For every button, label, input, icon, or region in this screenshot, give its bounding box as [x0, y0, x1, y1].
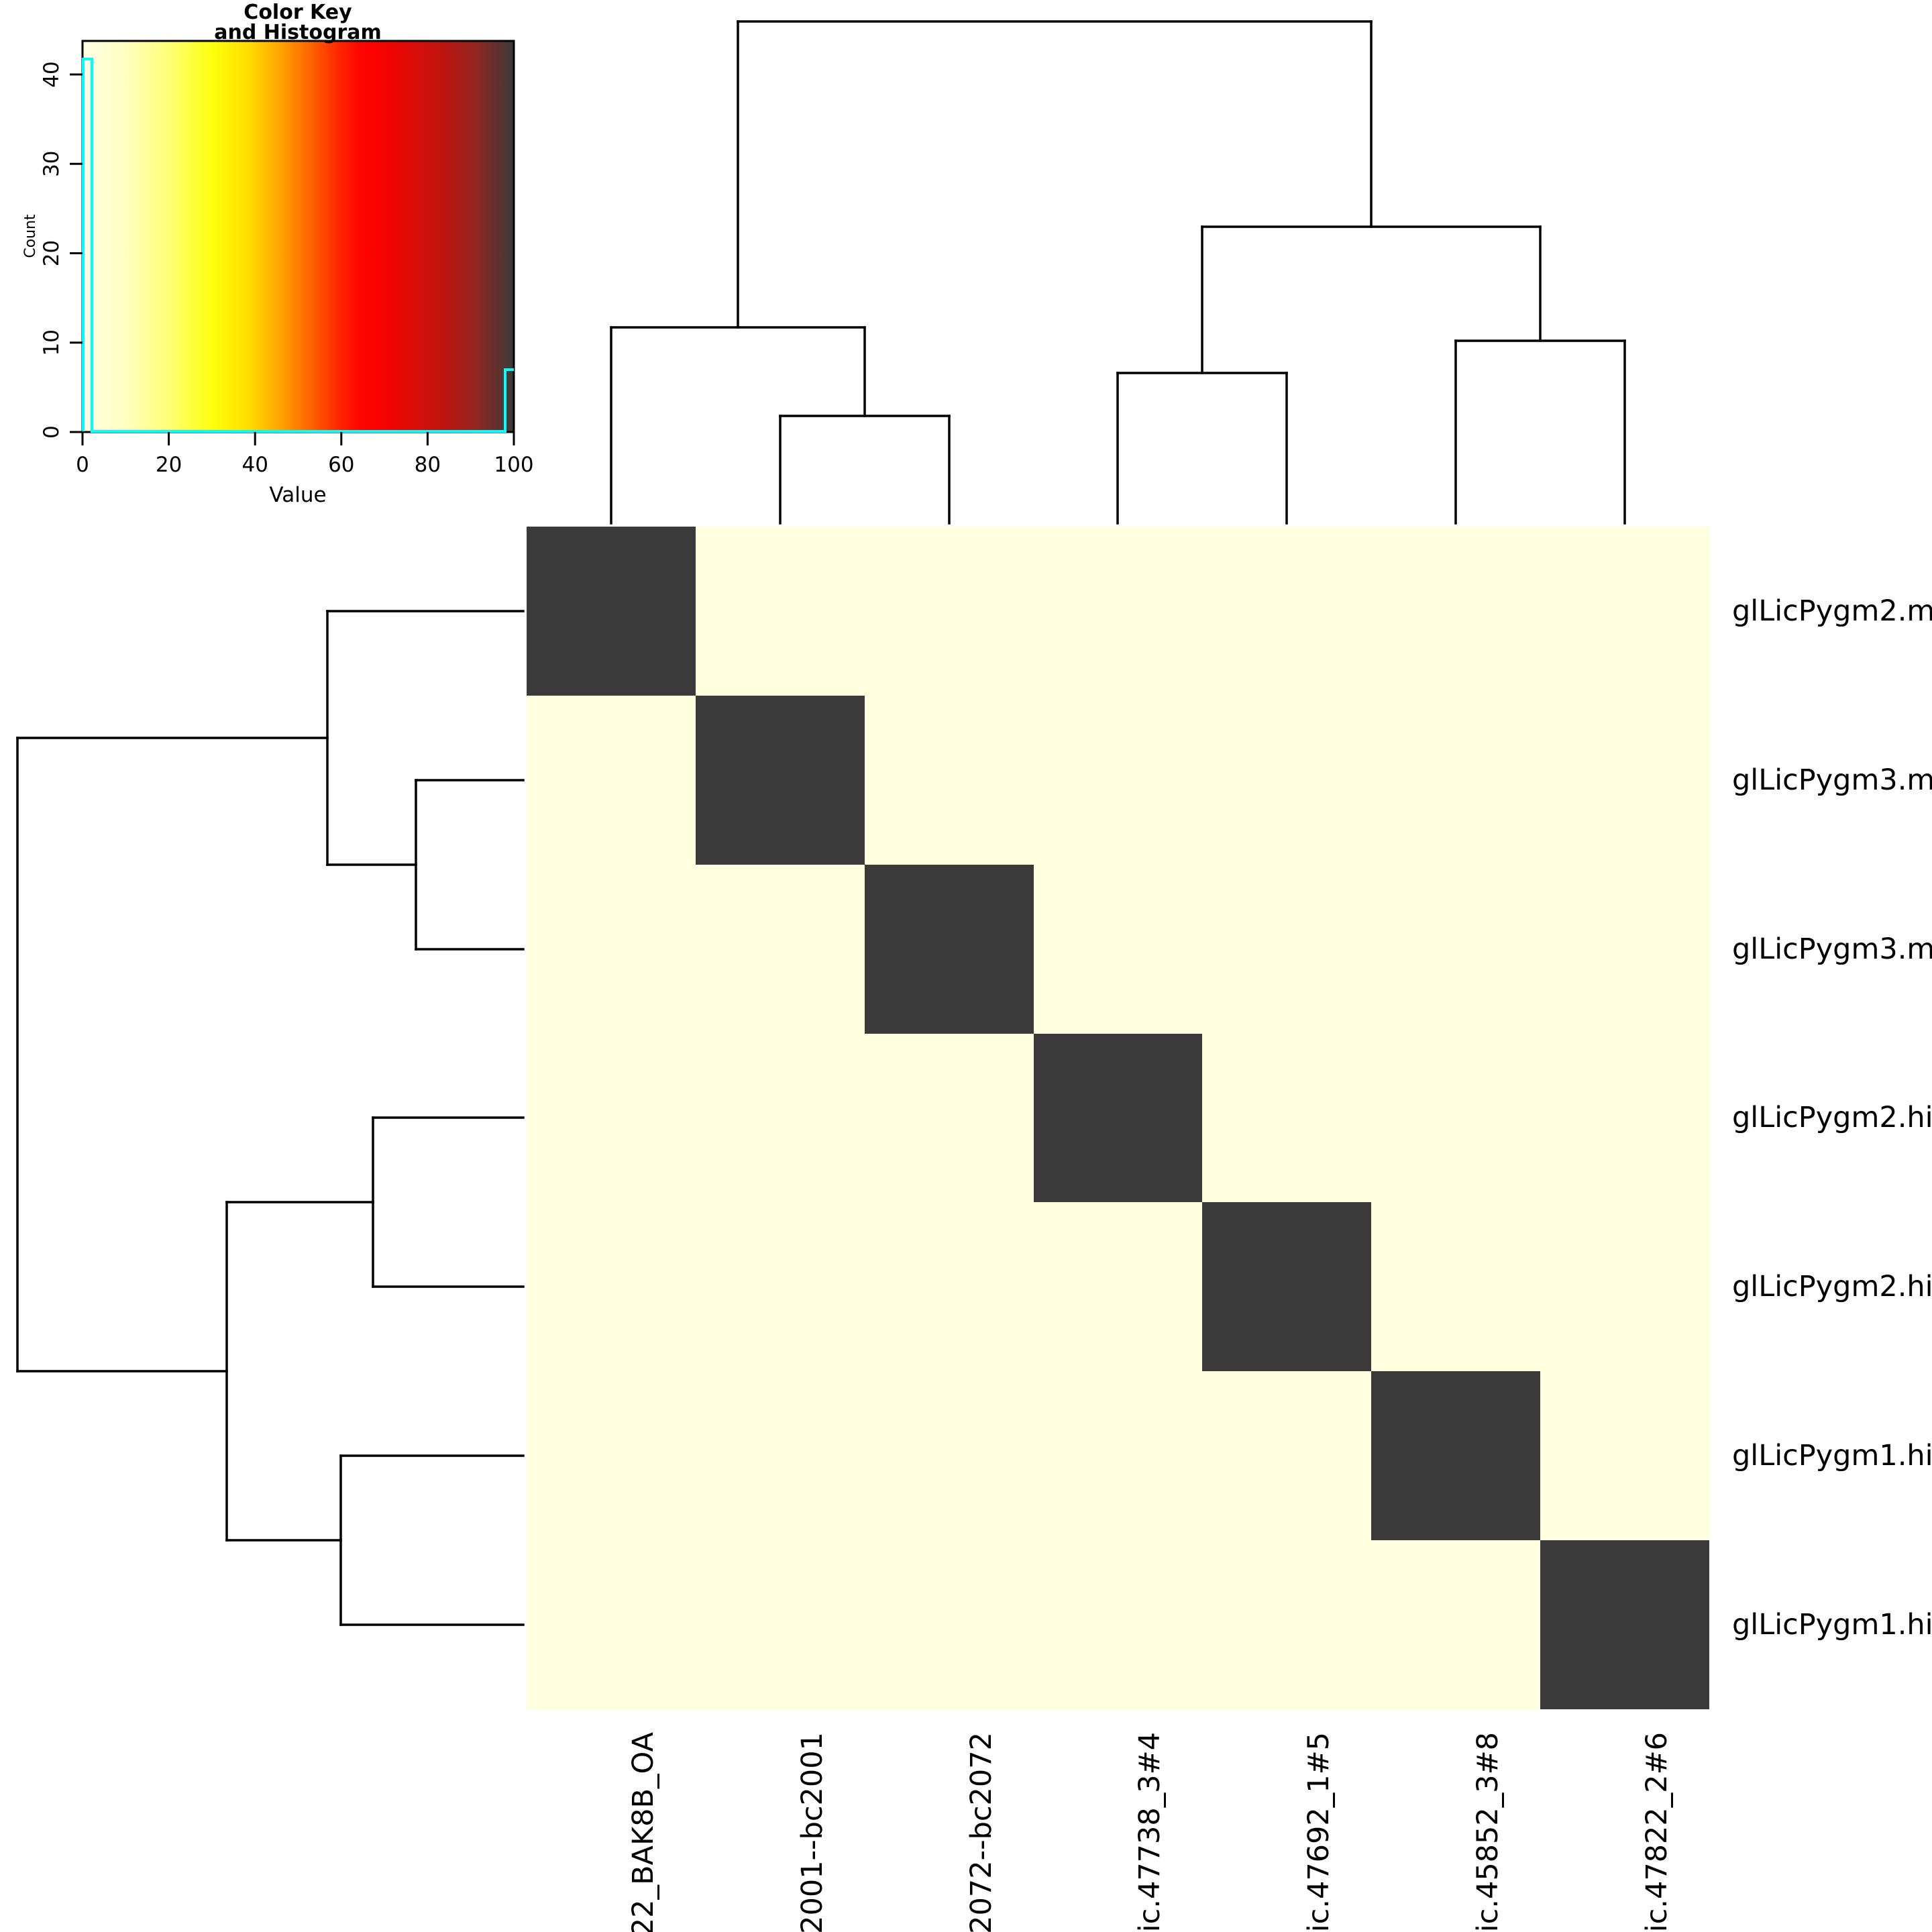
color-key-panel: 0 20 40 60 80 100 0 10 20 30 40 Color Key and His… [22, 1, 534, 507]
heatmap-cell-r5c4 [1034, 1202, 1202, 1371]
heatmap-cell-r7c5 [1202, 1540, 1371, 1709]
heatmap-cell-r5c5 [1202, 1202, 1371, 1371]
heatmap-cell-r4c6 [1371, 1034, 1540, 1202]
heatmap-cell-r5c1 [527, 1202, 696, 1371]
heatmap-cell-r1c7 [1540, 527, 1709, 696]
heatmap-cell-r2c3 [865, 696, 1034, 865]
count-axis-tick-label: 30 [40, 150, 64, 176]
heatmap-cell-r3c6 [1371, 865, 1540, 1034]
count-axis-label: Count [22, 214, 39, 258]
heatmap-cell-r3c1 [527, 865, 696, 1034]
heatmap-cell-r3c5 [1202, 865, 1371, 1034]
heatmap-cell-r1c4 [1034, 527, 1202, 696]
value-axis-tick-label: 0 [76, 453, 89, 477]
heatmap-cell-r7c1 [527, 1540, 696, 1709]
heatmap-cell-r6c7 [1540, 1371, 1709, 1540]
heatmap-cell-r3c2 [696, 865, 865, 1034]
heatmap-cell-r4c7 [1540, 1034, 1709, 1202]
heatmap-cell-r7c6 [1371, 1540, 1540, 1709]
row-dendrogram [16, 610, 525, 1626]
col-label-5: .hic.47692_1#5 [1302, 1732, 1336, 1932]
heatmap-cell-r1c3 [865, 527, 1034, 696]
count-axis-tick-label: 10 [40, 329, 64, 356]
value-axis-tick-label: 20 [156, 453, 182, 477]
heatmap-cell-r4c3 [865, 1034, 1034, 1202]
color-key-title-line2: and Histogram [214, 21, 382, 44]
heatmap-cell-r6c2 [696, 1371, 865, 1540]
value-axis-tick-label: 100 [494, 453, 533, 477]
row-label-3: glLicPygm3.m64 [1732, 932, 1932, 966]
heatmap-cell-r3c3 [865, 865, 1034, 1034]
heatmap-cell-r5c7 [1540, 1202, 1709, 1371]
heatmap-cell-r5c3 [865, 1202, 1034, 1371]
count-axis-tick-label: 20 [40, 240, 64, 266]
row-label-2: glLicPygm3.m64 [1732, 763, 1932, 797]
heatmap-cell-r2c1 [527, 696, 696, 865]
row-label-7: glLicPygm1.hic. [1732, 1608, 1932, 1642]
heatmap-cell-r1c6 [1371, 527, 1540, 696]
heatmap-cell-r2c5 [1202, 696, 1371, 865]
count-axis-tick-label: 0 [40, 425, 64, 439]
heatmap-cell-r7c4 [1034, 1540, 1202, 1709]
heatmap-cell-r7c3 [865, 1540, 1034, 1709]
heatmap-cell-r2c6 [1371, 696, 1540, 865]
heatmap-cell-r4c4 [1034, 1034, 1202, 1202]
heatmap-cell-r2c2 [696, 696, 865, 865]
heatmap-cell-r6c5 [1202, 1371, 1371, 1540]
row-label-5: glLicPygm2.hic. [1732, 1270, 1932, 1303]
count-axis-ticks: 0 10 20 30 40 [40, 61, 83, 439]
heatmap-cell-r4c1 [527, 1034, 696, 1202]
heatmap-cell-r3c4 [1034, 865, 1202, 1034]
heatmap-cell-r6c6 [1371, 1371, 1540, 1540]
row-label-6: glLicPygm1.hic. [1732, 1439, 1932, 1472]
heatmap-cell-r6c3 [865, 1371, 1034, 1540]
value-axis-label: Value [269, 483, 326, 507]
heatmap-cell-r3c7 [1540, 865, 1709, 1034]
heatmap-cell-r6c4 [1034, 1371, 1202, 1540]
col-label-4: .hic.47738_3#4 [1133, 1732, 1167, 1932]
row-label-4: glLicPygm2.hic. [1732, 1101, 1932, 1134]
color-key-gradient [81, 40, 515, 433]
histogram-trace [82, 58, 514, 433]
value-axis-ticks: 0 20 40 60 80 100 [76, 432, 534, 477]
color-key-title-line1: Color Key [244, 1, 352, 24]
heatmap-cell-r2c7 [1540, 696, 1709, 865]
col-label-7: .hic.47822_2#6 [1640, 1732, 1674, 1932]
col-label-3: bc2072--bc2072 [965, 1732, 998, 1932]
value-axis-tick-label: 40 [241, 453, 268, 477]
column-dendrogram [610, 20, 1626, 525]
heatmap-cell-r7c7 [1540, 1540, 1709, 1709]
value-axis-tick-label: 60 [328, 453, 354, 477]
heatmap-cell-r2c4 [1034, 696, 1202, 865]
col-label-2: bc2001--bc2001 [796, 1732, 829, 1932]
heatmap-cell-r5c2 [696, 1202, 865, 1371]
heatmap-cell-r1c2 [696, 527, 865, 696]
col-label-6: .hic.45852_3#8 [1471, 1732, 1505, 1932]
heatmap-cell-r1c5 [1202, 527, 1371, 696]
col-label-1: .022_BAK8B_OA [627, 1732, 660, 1932]
row-label-1: glLicPygm2.m64 [1732, 594, 1932, 628]
value-axis-tick-label: 80 [415, 453, 441, 477]
heatmap-cell-r6c1 [527, 1371, 696, 1540]
heatmap-cell-r4c2 [696, 1034, 865, 1202]
heatmap-cell-r7c2 [696, 1540, 865, 1709]
heatmap-cell-r4c5 [1202, 1034, 1371, 1202]
heatmap-cell-r5c6 [1371, 1202, 1540, 1371]
count-axis-tick-label: 40 [40, 61, 64, 87]
heatmap-cell-r1c1 [527, 527, 696, 696]
